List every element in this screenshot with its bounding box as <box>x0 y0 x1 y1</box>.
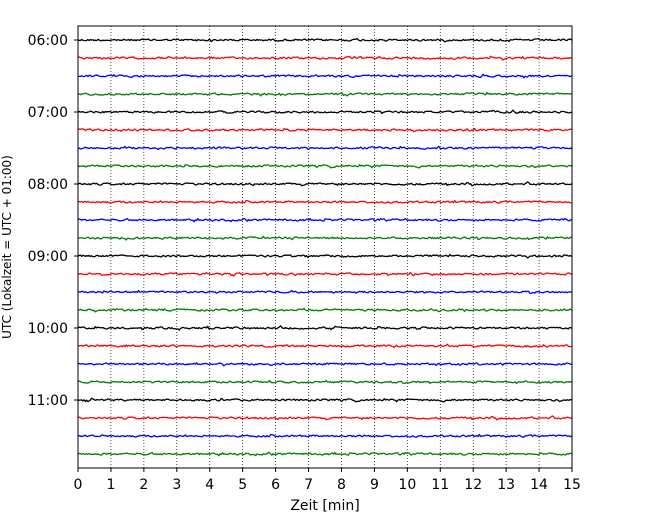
traces <box>77 37 573 457</box>
y-tick-label: 11:00 <box>28 393 68 409</box>
x-tick-label: 12 <box>464 477 482 493</box>
x-tick-label: 3 <box>172 477 181 493</box>
x-axis-label: Zeit [min] <box>290 498 359 514</box>
seismogram-trace <box>77 415 573 421</box>
y-axis-ticks: 06:00 07:00 08:00 09:00 10:00 11:00 <box>28 33 78 409</box>
seismogram-trace <box>77 325 573 331</box>
seismogram-trace <box>77 271 573 277</box>
x-tick-label: 10 <box>398 477 416 493</box>
seismogram-trace <box>77 145 573 151</box>
y-axis-label: UTC (Lokalzeit = UTC + 01:00) <box>0 155 14 339</box>
seismogram-trace <box>77 109 572 115</box>
seismogram-trace <box>77 451 573 457</box>
x-tick-label: 5 <box>238 477 247 493</box>
seismogram-trace <box>77 379 573 385</box>
x-tick-label: 8 <box>337 477 346 493</box>
seismogram-trace <box>77 289 573 295</box>
x-tick-label: 4 <box>205 477 214 493</box>
seismogram-trace <box>77 362 573 367</box>
seismogram-trace <box>78 37 573 43</box>
seismogram-trace <box>77 253 573 259</box>
y-tick-label: 06:00 <box>28 33 68 49</box>
x-tick-label: 13 <box>497 477 515 493</box>
seismogram-trace <box>77 199 573 204</box>
plot-background <box>78 26 572 468</box>
y-tick-label: 08:00 <box>28 177 68 193</box>
plot-frame <box>77 25 573 469</box>
seismogram-trace <box>77 217 573 223</box>
x-tick-label: 9 <box>370 477 379 493</box>
seismogram-trace <box>77 235 573 241</box>
seismogram-trace <box>77 181 573 187</box>
seismogram-trace <box>77 397 573 403</box>
x-tick-label: 6 <box>271 477 280 493</box>
x-tick-label: 11 <box>431 477 449 493</box>
x-axis-ticks: 0 1 2 3 4 5 6 7 8 9 10 11 12 13 14 15 <box>74 468 581 493</box>
seismogram-trace <box>77 433 573 438</box>
x-tick-label: 1 <box>106 477 115 493</box>
seismogram-trace <box>77 55 573 61</box>
seismogram-trace <box>77 343 573 349</box>
x-tick-label: 14 <box>530 477 548 493</box>
seismogram-trace <box>77 73 573 79</box>
x-tick-label: 0 <box>74 477 83 493</box>
seismogram-trace <box>78 127 573 133</box>
x-tick-label: 2 <box>139 477 148 493</box>
seismogram-trace <box>77 307 573 313</box>
y-tick-label: 09:00 <box>28 249 68 265</box>
x-tick-label: 7 <box>304 477 313 493</box>
x-tick-label: 15 <box>563 477 581 493</box>
y-tick-label: 07:00 <box>28 105 68 121</box>
y-tick-label: 10:00 <box>28 321 68 337</box>
seismogram-trace <box>77 91 573 97</box>
seismogram-trace <box>77 164 573 169</box>
